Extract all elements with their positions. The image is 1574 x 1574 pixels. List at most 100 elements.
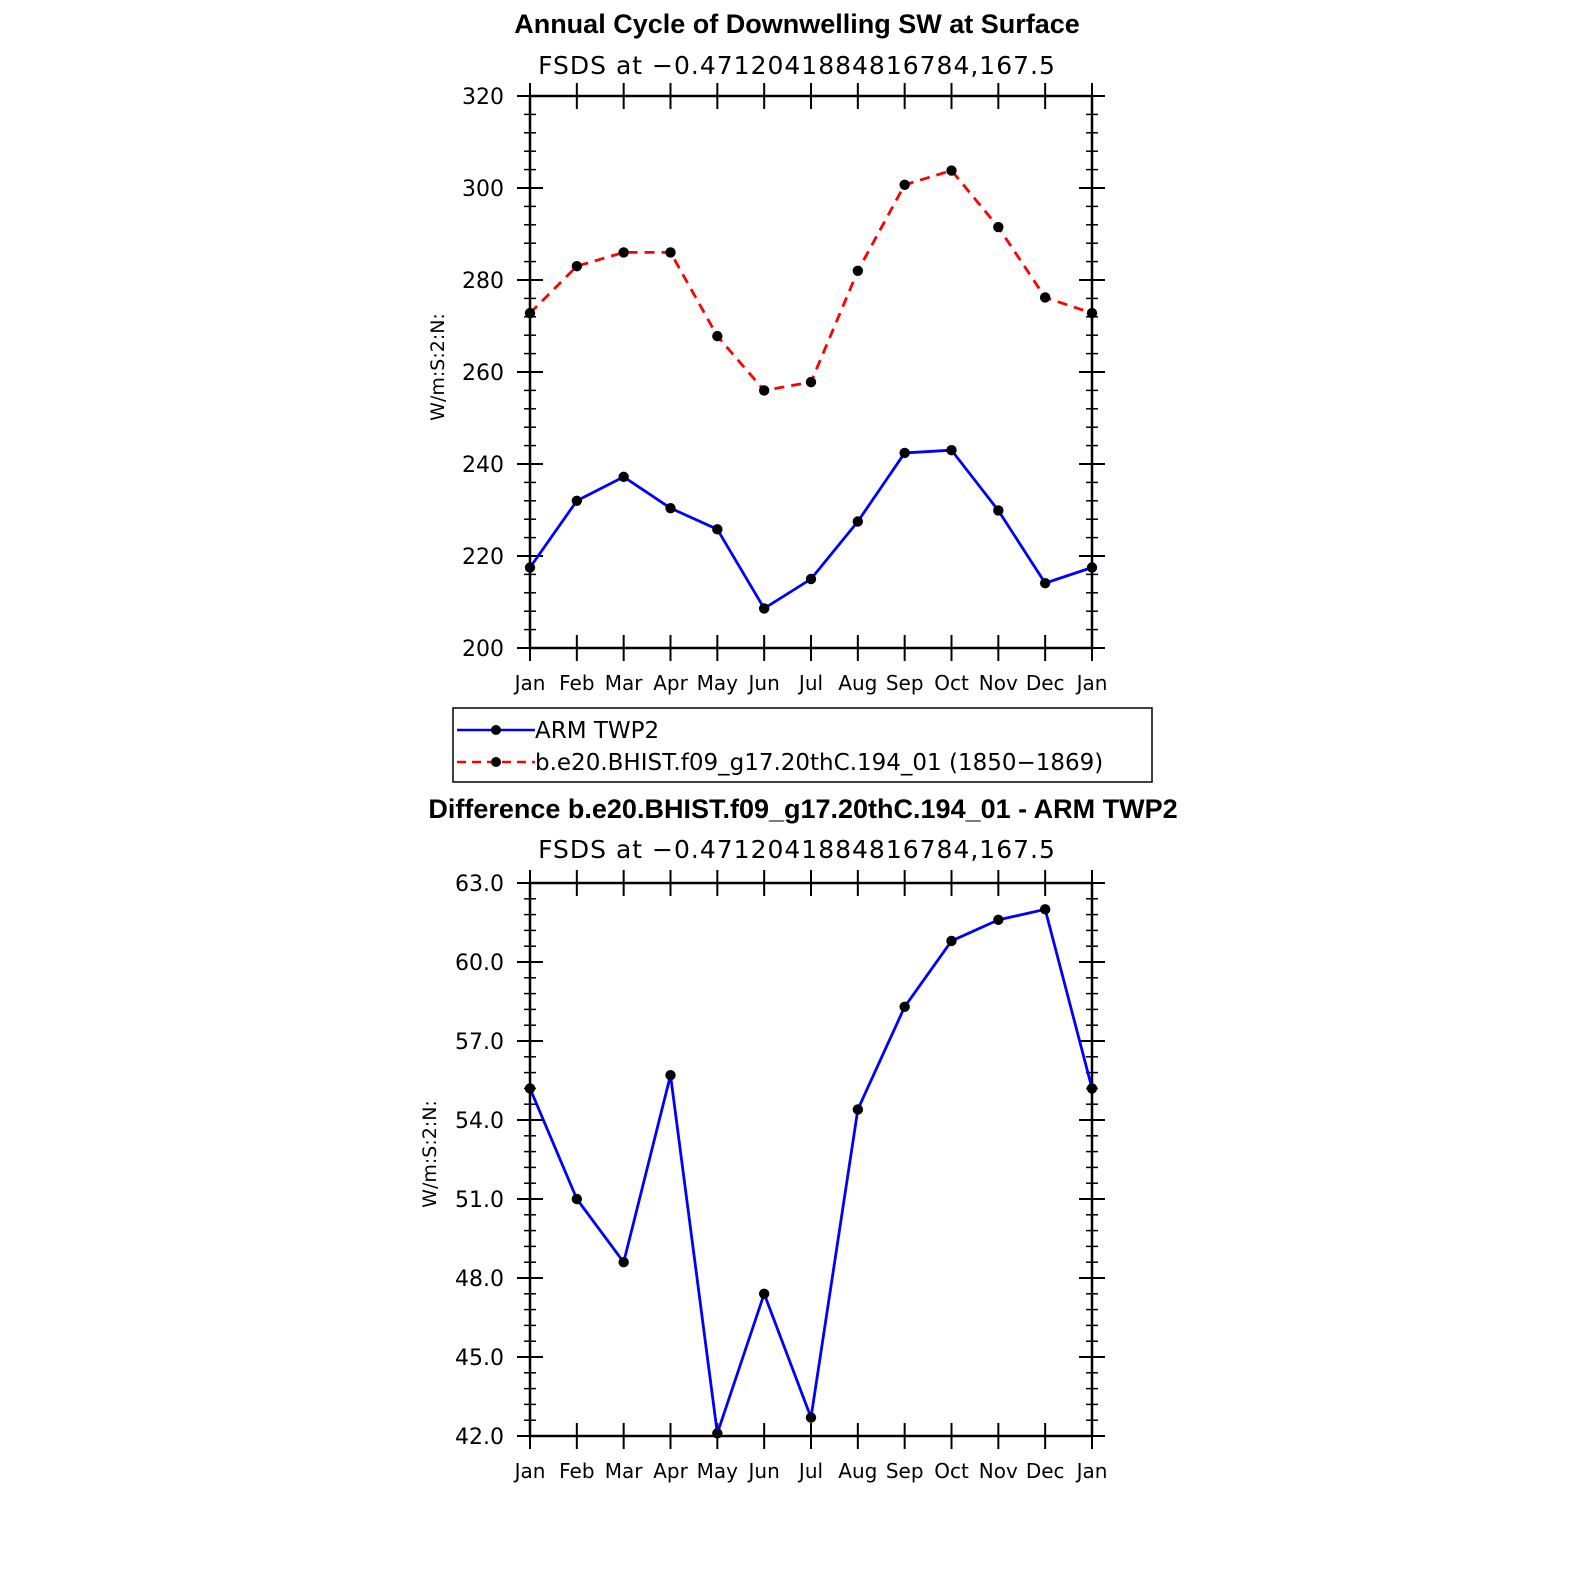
series-layer [524, 904, 1098, 1439]
x-tick-label: Apr [653, 1459, 688, 1483]
chart-title: Difference b.e20.BHIST.f09_g17.20thC.194… [428, 794, 1177, 824]
y-tick-label: 42.0 [455, 1425, 504, 1450]
y-axis-label: W/m:S:2:N: [427, 313, 449, 421]
data-point [993, 914, 1004, 926]
data-point [618, 247, 629, 258]
x-tick-label: Sep [886, 1459, 924, 1483]
data-point [1039, 577, 1051, 589]
x-tick-label: Aug [838, 1459, 877, 1483]
chart-title: Annual Cycle of Downwelling SW at Surfac… [514, 9, 1080, 39]
data-point [1086, 307, 1098, 319]
legend-box [452, 707, 1153, 783]
y-tick-label: 48.0 [455, 1267, 504, 1292]
data-point [524, 562, 536, 573]
x-tick-label: Jan [513, 671, 546, 695]
x-tick-label: Jan [513, 1459, 546, 1483]
data-point [805, 573, 817, 585]
chart-subtitle: FSDS at −0.4712041884816784,167.5 [538, 835, 1056, 864]
legend-label-model: b.e20.BHIST.f09_g17.20thC.194_01 (1850−1… [535, 750, 1103, 776]
data-point [946, 165, 957, 176]
difference-panel: Difference b.e20.BHIST.f09_g17.20thC.194… [419, 794, 1178, 1483]
x-tick-label: Feb [559, 1459, 594, 1483]
series-line [529, 169, 1093, 392]
x-tick-label: Mar [605, 671, 644, 695]
y-tick-label: 320 [462, 85, 504, 110]
data-point [571, 1193, 583, 1205]
x-tick-label: Apr [653, 671, 688, 695]
data-point [899, 447, 910, 459]
data-point [1039, 292, 1051, 303]
data-point [852, 1104, 864, 1115]
y-tick-label: 54.0 [455, 1109, 504, 1134]
data-point [993, 221, 1004, 233]
x-tick-label: May [697, 1459, 739, 1483]
data-point [618, 471, 629, 483]
data-point [712, 330, 723, 342]
x-tick-label: Oct [934, 671, 969, 695]
x-tick-label: Aug [838, 671, 877, 695]
x-tick-label: Jan [1075, 1459, 1108, 1483]
chart-subtitle: FSDS at −0.4712041884816784,167.5 [538, 51, 1056, 80]
data-point [1039, 904, 1051, 915]
data-point [993, 505, 1004, 516]
data-point [712, 1428, 723, 1439]
series-layer [524, 165, 1098, 614]
data-point [805, 376, 817, 388]
legend-marker-model [491, 757, 501, 767]
data-point [665, 502, 676, 514]
y-tick-label: 240 [462, 453, 504, 478]
data-point [665, 1070, 676, 1081]
legend-entry-arm-twp2: ARM TWP2 [457, 718, 659, 744]
plot-axes: 42.0 45.0 48.0 51.0 54.0 57.0 60.0 63.0 Jan Feb Ma… [455, 870, 1107, 1483]
y-tick-label: 200 [462, 637, 504, 662]
x-tick-label: Dec [1026, 671, 1065, 695]
x-tick-label: Mar [605, 1459, 644, 1483]
data-point [852, 516, 864, 527]
x-tick-label: May [697, 671, 739, 695]
data-point [712, 524, 723, 535]
x-tick-label: Jul [797, 671, 823, 695]
y-tick-label: 280 [462, 269, 504, 294]
data-point [571, 495, 583, 506]
data-point [1086, 1083, 1098, 1094]
data-point [946, 935, 957, 947]
x-tick-label: Nov [979, 1459, 1018, 1483]
data-point [665, 247, 676, 258]
data-point [758, 1288, 770, 1300]
data-point [618, 1257, 629, 1268]
y-tick-label: 63.0 [455, 872, 504, 897]
data-point [571, 261, 583, 272]
plot-axes: 200 220 240 260 280 300 320 Jan Feb Mar Apr May Jun J… [462, 83, 1107, 695]
x-tick-label: Oct [934, 1459, 969, 1483]
data-point [524, 1083, 536, 1094]
x-tick-label: Sep [886, 671, 924, 695]
data-point [1086, 562, 1098, 573]
x-tick-label: Dec [1026, 1459, 1065, 1483]
y-tick-label: 51.0 [455, 1188, 504, 1213]
x-tick-label: Nov [979, 671, 1018, 695]
x-tick-label: Jun [747, 1459, 780, 1483]
data-point [899, 1001, 910, 1012]
series-line [528, 907, 1094, 1435]
x-tick-label: Jul [797, 1459, 823, 1483]
legend-marker-arm-twp2 [491, 725, 501, 735]
y-axis-label: W/m:S:2:N: [419, 1100, 441, 1208]
data-point [899, 179, 910, 190]
legend-entry-model: b.e20.BHIST.f09_g17.20thC.194_01 (1850−1… [457, 750, 1103, 776]
y-tick-label: 57.0 [455, 1030, 504, 1055]
plot-frame [528, 881, 1094, 1438]
data-point [758, 603, 770, 614]
x-tick-label: Jun [747, 671, 780, 695]
y-tick-label: 220 [462, 545, 504, 570]
data-point [524, 307, 536, 319]
y-tick-label: 260 [462, 361, 504, 386]
x-tick-label: Feb [559, 671, 594, 695]
legend: ARM TWP2 b.e20.BHIST.f09_g17.20thC.194_0… [452, 707, 1153, 783]
y-tick-label: 45.0 [455, 1346, 504, 1371]
series-line [528, 448, 1093, 610]
legend-label-arm-twp2: ARM TWP2 [535, 718, 659, 744]
data-point [758, 385, 770, 396]
data-point [852, 265, 864, 276]
plot-frame [528, 94, 1094, 650]
